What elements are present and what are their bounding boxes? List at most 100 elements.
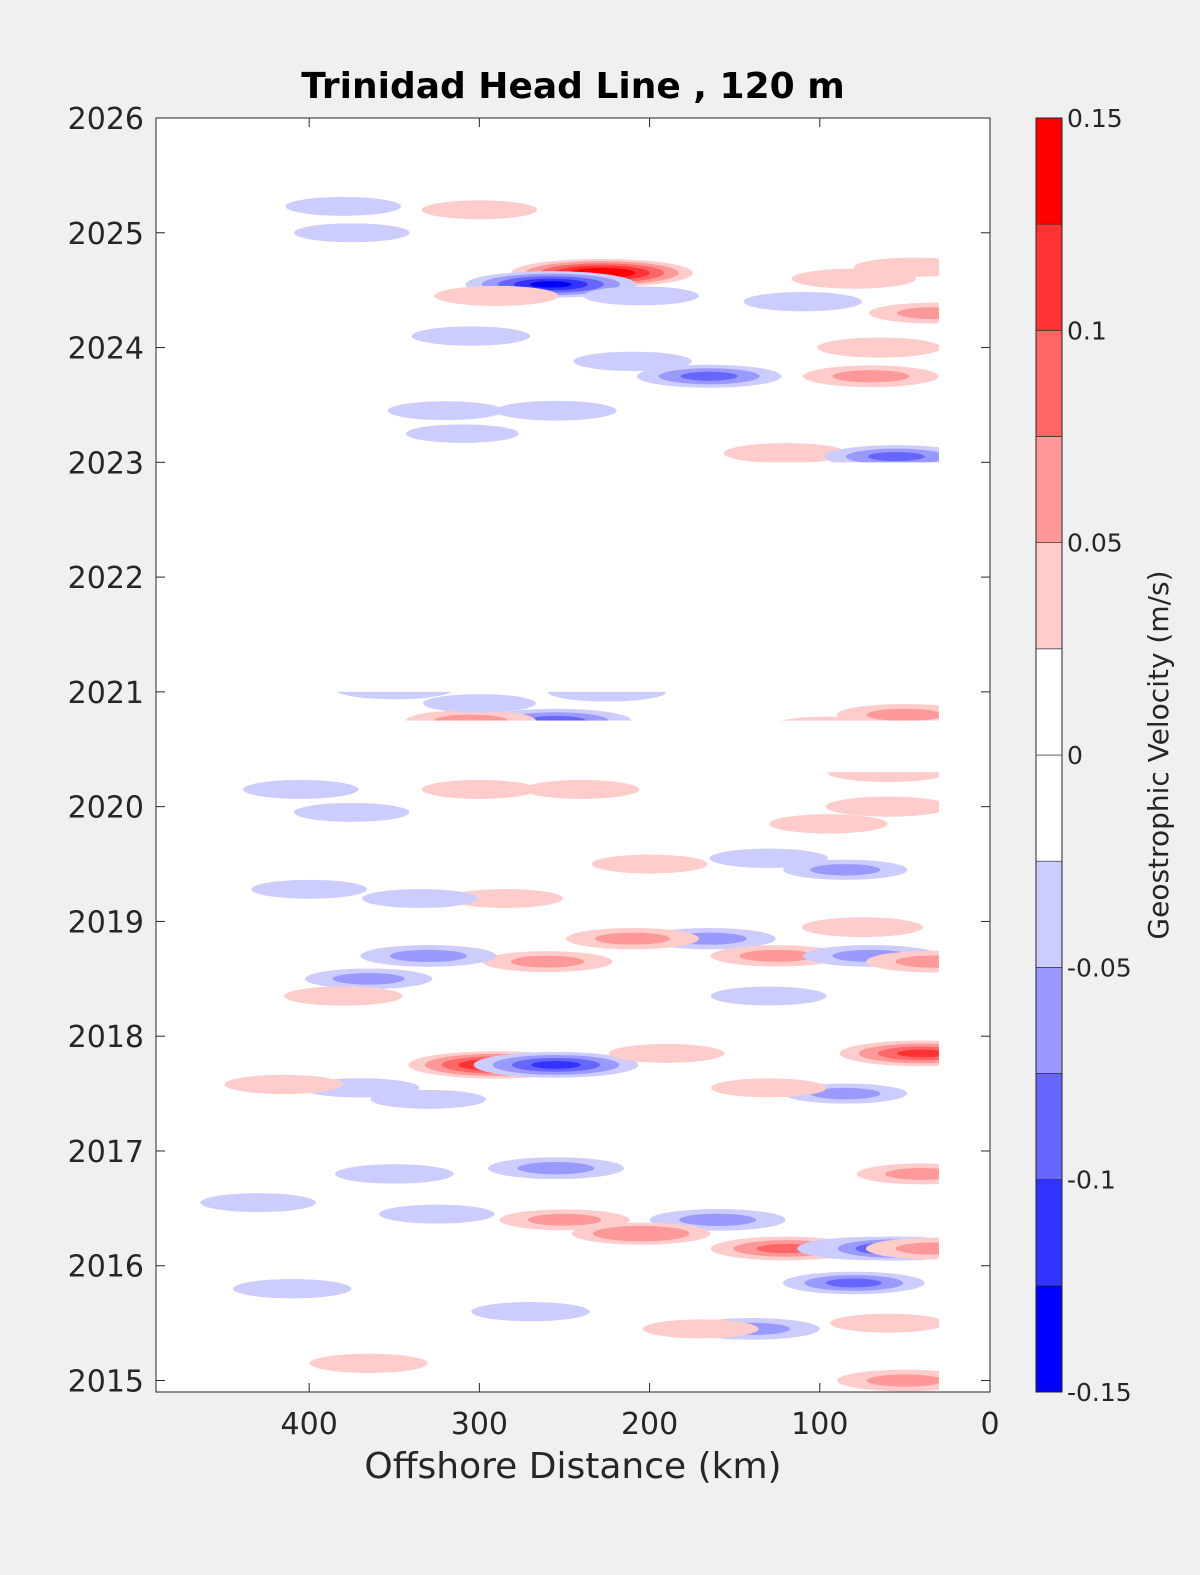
contour-feature [825, 796, 951, 817]
y-tick-label: 2024 [68, 332, 144, 367]
contour-level [332, 973, 405, 985]
contour-feature [309, 1353, 428, 1373]
x-tick-label: 0 [980, 1407, 999, 1442]
contour-feature [488, 1157, 624, 1180]
x-axis: 400 300 200 100 0 [281, 118, 1000, 1442]
contour-level [309, 1353, 428, 1373]
contour-level [743, 291, 863, 312]
x-tick-label: 100 [791, 1407, 848, 1442]
contour-feature [571, 1222, 711, 1245]
contour-feature [387, 401, 504, 421]
contour-feature [583, 286, 699, 306]
contour-level [389, 949, 467, 962]
contour-level [461, 290, 532, 302]
colorbar-tick-label: 0.05 [1067, 529, 1123, 558]
contour-level [642, 1319, 759, 1339]
contour-feature [283, 986, 403, 1006]
contour-level [810, 1087, 881, 1100]
contour-feature [293, 802, 410, 822]
contour-level [573, 351, 692, 371]
y-tick-label: 2025 [68, 217, 144, 252]
contour-feature [411, 326, 531, 346]
contour-feature [642, 1319, 759, 1339]
contour-level [591, 854, 708, 874]
contour-level [810, 864, 881, 876]
x-tick-label: 200 [621, 1407, 678, 1442]
contour-level [293, 223, 410, 243]
contour-feature [523, 779, 640, 799]
contour-feature [710, 1078, 827, 1098]
x-tick-label: 300 [451, 1407, 508, 1442]
contour-feature [824, 445, 969, 469]
data-gap-layer [156, 118, 990, 1392]
data-gap [156, 720, 990, 773]
colorbar-swatch [1035, 436, 1063, 543]
contour-level [335, 1164, 454, 1184]
y-tick-label: 2017 [68, 1135, 144, 1170]
colorbar-tick-label: 0 [1067, 741, 1083, 770]
y-tick-label: 2026 [68, 102, 144, 137]
colorbar-tick-label: 0.1 [1067, 316, 1107, 345]
plot-frame [155, 117, 991, 1393]
colorbar-tick-label: -0.1 [1067, 1166, 1116, 1195]
contour-feature [421, 779, 538, 799]
contour-feature [471, 1302, 590, 1322]
contour-level [739, 949, 815, 962]
colorbar-tick-label: -0.05 [1067, 953, 1132, 982]
contour-level [251, 879, 367, 899]
contour-level [523, 779, 640, 799]
x-tick-label: 400 [281, 1407, 338, 1442]
contour-level [421, 200, 538, 220]
contour-feature [447, 889, 563, 908]
y-axis: 2015 2016 2017 2018 2019 2020 2021 2022 2023 2024… [68, 102, 990, 1400]
colorbar-tick-label: 0.15 [1067, 104, 1123, 133]
contour-level [293, 802, 410, 822]
contour-feature [608, 1043, 725, 1063]
contour-level [387, 401, 504, 421]
contour-level [531, 1061, 581, 1069]
chart-title: Trinidad Head Line , 120 m [301, 66, 844, 107]
contour-feature [482, 951, 613, 973]
contour-level [680, 371, 738, 381]
y-tick-label: 2021 [68, 676, 144, 711]
contour-level [866, 1374, 944, 1387]
contour-feature [783, 859, 908, 880]
contour-level [406, 424, 519, 443]
colorbar-swatch [1035, 967, 1063, 1074]
contour-feature [710, 986, 827, 1006]
contour-feature [566, 927, 700, 950]
contour-feature [710, 945, 844, 967]
colorbar-swatch [1035, 330, 1063, 437]
contour-level [750, 447, 821, 459]
contour-feature [434, 285, 559, 306]
contour-feature [232, 1279, 352, 1299]
contour-feature [836, 1369, 973, 1392]
contour-level [232, 1279, 352, 1299]
contour-level [801, 917, 924, 938]
x-axis-label: Offshore Distance (km) [364, 1446, 781, 1487]
contour-level [679, 1213, 757, 1226]
contour-level [510, 955, 585, 968]
y-tick-label: 2018 [68, 1020, 144, 1055]
contour-level [897, 1049, 947, 1058]
contour-feature [473, 1052, 639, 1078]
contour-feature [224, 1074, 343, 1095]
contour-level [613, 1229, 669, 1238]
data-gap [156, 118, 990, 193]
contour-feature [335, 1164, 454, 1184]
contour-level [200, 1193, 316, 1213]
colorbar-swatch [1035, 117, 1063, 225]
nearshore-no-data [938, 118, 990, 1392]
contour-level [471, 1302, 590, 1322]
contour-feature [495, 400, 617, 421]
contour-level [283, 986, 403, 1006]
contour-level [710, 1078, 827, 1098]
colorbar-frame [1035, 117, 1063, 1393]
contour-level [495, 400, 617, 421]
contour-level [527, 1213, 602, 1226]
contour-feature [406, 424, 519, 443]
contour-feature [251, 879, 367, 899]
contour-level [830, 1313, 946, 1333]
colorbar-swatch [1035, 542, 1063, 650]
